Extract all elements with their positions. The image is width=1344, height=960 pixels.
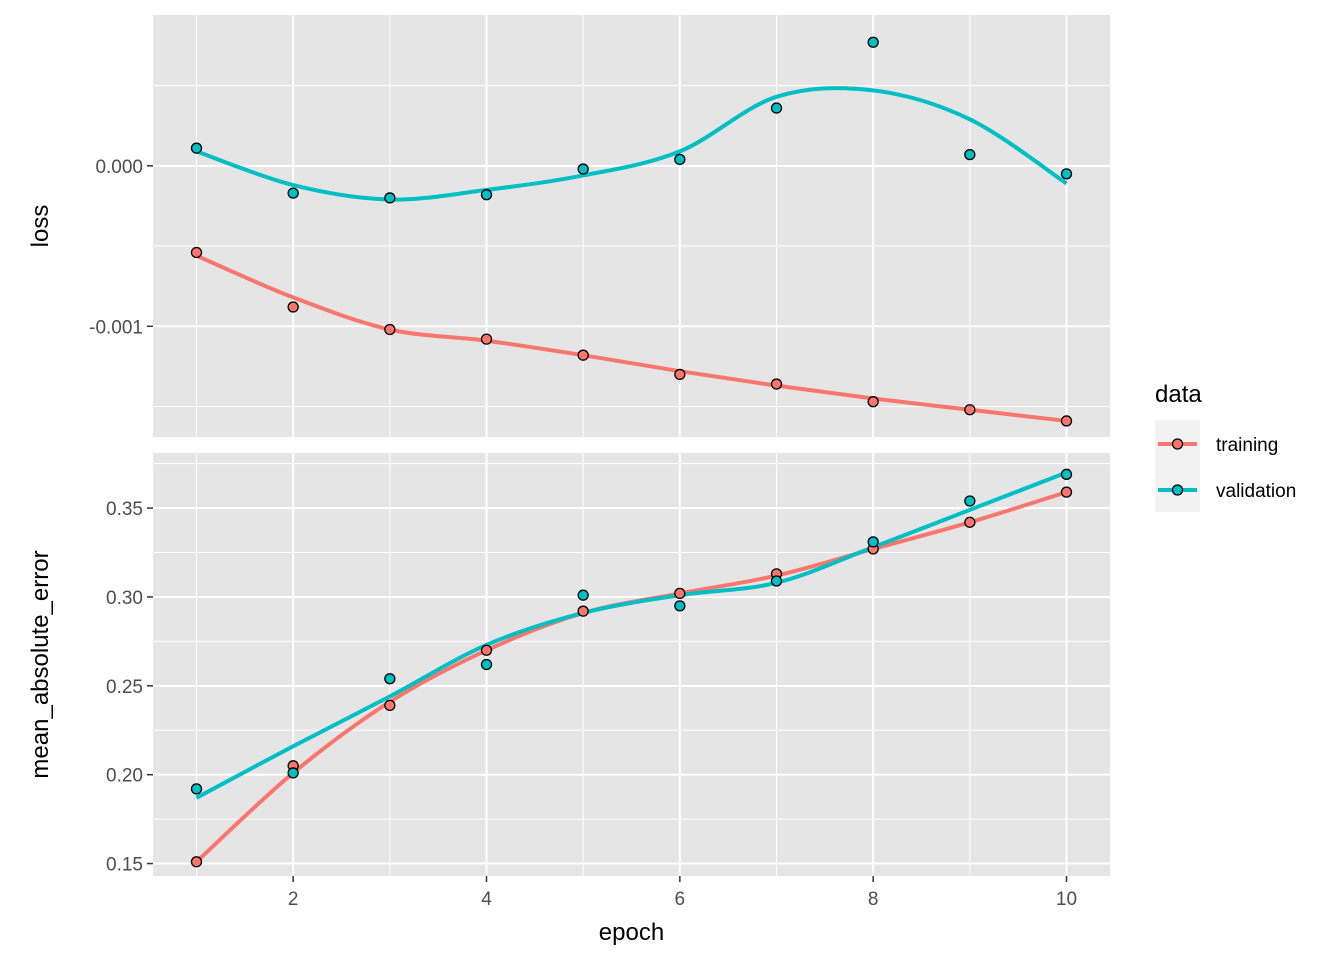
panel-background xyxy=(153,453,1110,876)
legend-label: training xyxy=(1216,435,1278,456)
data-point-validation xyxy=(964,148,976,161)
data-point-validation xyxy=(384,673,396,685)
legend: data training validation xyxy=(1155,381,1296,512)
y-tick-label: 0.20 xyxy=(106,766,143,787)
data-point-validation xyxy=(577,589,589,601)
data-point-validation xyxy=(770,102,783,114)
data-point-training xyxy=(1060,415,1073,427)
legend-item-validation: validation xyxy=(1158,481,1296,502)
data-point-training xyxy=(480,333,493,345)
y-tick-label: 0.25 xyxy=(106,677,143,698)
data-point-validation xyxy=(190,142,203,154)
data-point-validation xyxy=(770,575,783,587)
x-tick-label: 6 xyxy=(675,889,686,910)
data-point-training xyxy=(1060,486,1073,498)
y-axis-title: mean_absolute_error xyxy=(27,550,54,778)
x-axis-title: epoch xyxy=(599,919,664,946)
data-point-training xyxy=(577,349,589,361)
data-point-training xyxy=(674,368,686,381)
legend-key-point xyxy=(1171,484,1184,496)
y-tick-label: 0.000 xyxy=(95,157,143,178)
data-point-training xyxy=(190,856,203,868)
x-tick-label: 4 xyxy=(481,889,492,910)
data-point-validation xyxy=(190,783,203,795)
data-point-validation xyxy=(287,767,299,779)
facet-panel-2: 0.15 0.20 0.25 0.30 0.35 mean_absolute_error xyxy=(27,453,1110,876)
data-point-validation xyxy=(384,192,396,204)
legend-items: training validation xyxy=(1158,435,1296,502)
legend-label: validation xyxy=(1216,481,1296,502)
data-point-validation xyxy=(1060,468,1073,480)
y-tick-label: 0.30 xyxy=(106,588,143,609)
y-tick-label: 0.15 xyxy=(106,855,143,876)
x-tick-label: 10 xyxy=(1056,889,1077,910)
data-point-training xyxy=(964,404,976,416)
legend-item-training: training xyxy=(1158,435,1278,456)
data-point-training xyxy=(674,587,686,600)
data-point-training xyxy=(384,323,396,336)
y-tick-label: -0.001 xyxy=(89,317,143,338)
data-point-validation xyxy=(480,189,493,201)
facet-panels: -0.001 0.000 loss 0.15 0.20 0.25 0.30 0.35 mean_… xyxy=(27,15,1110,910)
y-tick-label: 0.35 xyxy=(106,499,143,520)
data-point-validation xyxy=(480,658,493,671)
data-point-training xyxy=(384,699,396,712)
x-tick-label: 8 xyxy=(868,889,879,910)
data-point-validation xyxy=(867,36,879,48)
y-axis-title: loss xyxy=(27,205,54,248)
data-point-training xyxy=(964,516,976,528)
panel-background xyxy=(153,15,1110,437)
data-point-validation xyxy=(577,163,589,175)
data-point-validation xyxy=(287,187,299,199)
legend-title: data xyxy=(1155,381,1202,408)
data-point-training xyxy=(770,378,783,390)
x-axis: 2 4 6 8 10 xyxy=(288,876,1077,910)
facet-panel-1: -0.001 0.000 loss xyxy=(27,15,1110,437)
smooth-line-training xyxy=(195,253,1067,423)
data-point-training xyxy=(480,644,493,656)
data-point-validation xyxy=(1060,168,1073,180)
smooth-line-validation xyxy=(195,86,1068,202)
data-point-training xyxy=(867,396,879,408)
data-point-training xyxy=(190,246,203,259)
x-tick-label: 2 xyxy=(288,889,299,910)
data-point-training xyxy=(287,301,299,313)
smooth-line-validation xyxy=(195,470,1068,800)
data-point-validation xyxy=(674,600,686,612)
legend-key-point xyxy=(1171,438,1184,450)
data-point-validation xyxy=(674,153,686,166)
data-point-validation xyxy=(964,495,976,507)
data-point-validation xyxy=(867,536,879,548)
data-point-training xyxy=(577,605,589,617)
legend-background xyxy=(1155,420,1200,512)
